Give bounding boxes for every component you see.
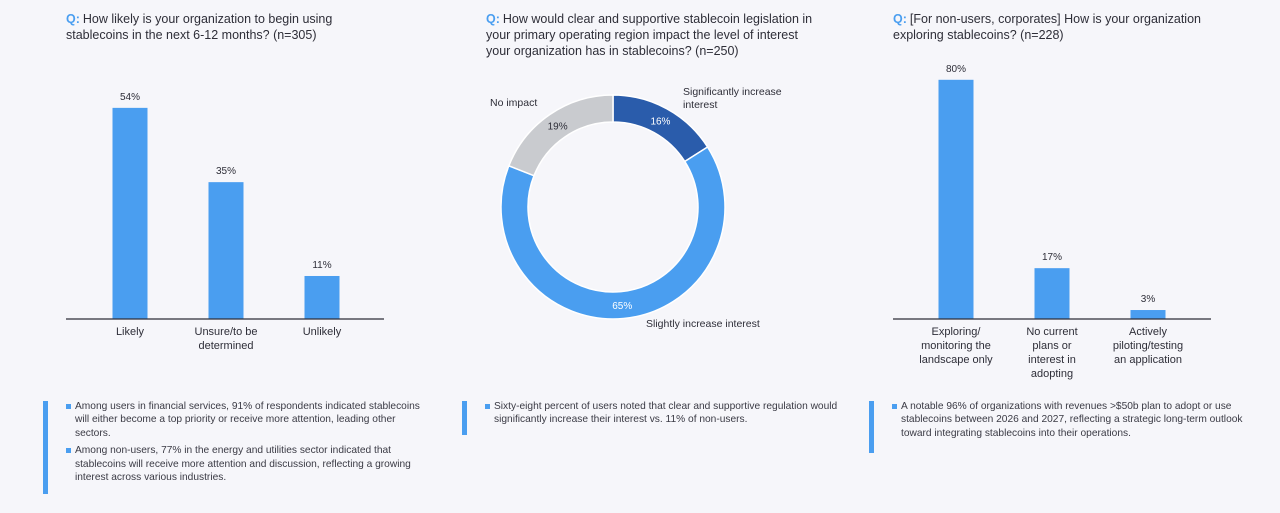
slice-category-label: interest [683,99,718,111]
data-label: 80% [946,64,966,75]
data-label: 54% [120,92,140,103]
x-tick-label: interest in [1028,354,1076,366]
data-label: 35% [216,166,236,177]
chart-panel-legislation: Q: How would clear and supportive stablec… [486,0,816,513]
x-tick-label: plans or [1032,340,1071,352]
x-tick-label: monitoring the [921,340,991,352]
slice-category-label: Slightly increase interest [646,318,760,330]
question-prefix: Q: [486,12,500,26]
insight-note-3: A notable 96% of organizations with reve… [869,401,1262,453]
x-tick-label: Unsure/to be [195,326,258,338]
data-label: 17% [1042,252,1062,263]
question-text: Q: [For non-users, corporates] How is you… [893,11,1233,43]
bar [1130,310,1166,319]
bar-chart-likelihood: 54% Likely 35% Unsure/to be determined 11% Unl… [66,92,384,352]
donut-slice [507,94,614,177]
chart-panel-likelihood: Q: How likely is your organization to beg… [66,0,386,513]
slice-category-label: Significantly increase [683,86,782,98]
x-tick-label: determined [198,340,253,352]
note-item: Among users in financial services, 91% o… [66,400,431,440]
note-item: Among non-users, 77% in the energy and u… [66,444,431,484]
donut-slice [500,145,726,320]
x-tick-label: landscape only [919,354,993,366]
bar [938,79,974,319]
note-item: A notable 96% of organizations with reve… [892,400,1262,440]
insight-note-1: Among users in financial services, 91% o… [43,401,431,494]
question-text: Q: How likely is your organization to beg… [66,11,386,43]
x-tick-label: Unlikely [303,326,342,338]
bar [208,182,244,319]
bar-chart-exploring: 80% Exploring/monitoring the landscape onl… [893,64,1211,380]
question-text: Q: How would clear and supportive stablec… [486,11,816,59]
question-prefix: Q: [893,12,907,26]
x-tick-label: an application [1114,354,1182,366]
slice-value-label: 16% [650,117,670,128]
slice-category-label: No impact [490,97,537,109]
x-tick-label: Actively [1129,326,1167,338]
x-tick-label: piloting/testing [1113,340,1183,352]
question-body: How would clear and supportive stablecoi… [486,12,813,58]
x-tick-label: Exploring/ [932,326,982,338]
slice-value-label: 65% [612,301,632,312]
slice-value-label: 19% [548,122,568,133]
question-prefix: Q: [66,12,80,26]
bar [112,107,148,319]
bar [304,275,340,319]
chart-panel-exploring: Q: [For non-users, corporates] How is you… [893,0,1233,513]
question-body: How likely is your organization to begin… [66,12,333,42]
x-tick-label: No current [1026,326,1077,338]
note-item: Sixty-eight percent of users noted that … [485,400,855,427]
data-label: 3% [1141,294,1156,305]
bar [1034,268,1070,319]
insight-note-2: Sixty-eight percent of users noted that … [462,401,855,435]
question-body: [For non-users, corporates] How is your … [893,12,1201,42]
x-tick-label: Likely [116,326,145,338]
data-label: 11% [312,260,331,271]
x-tick-label: adopting [1031,368,1073,380]
